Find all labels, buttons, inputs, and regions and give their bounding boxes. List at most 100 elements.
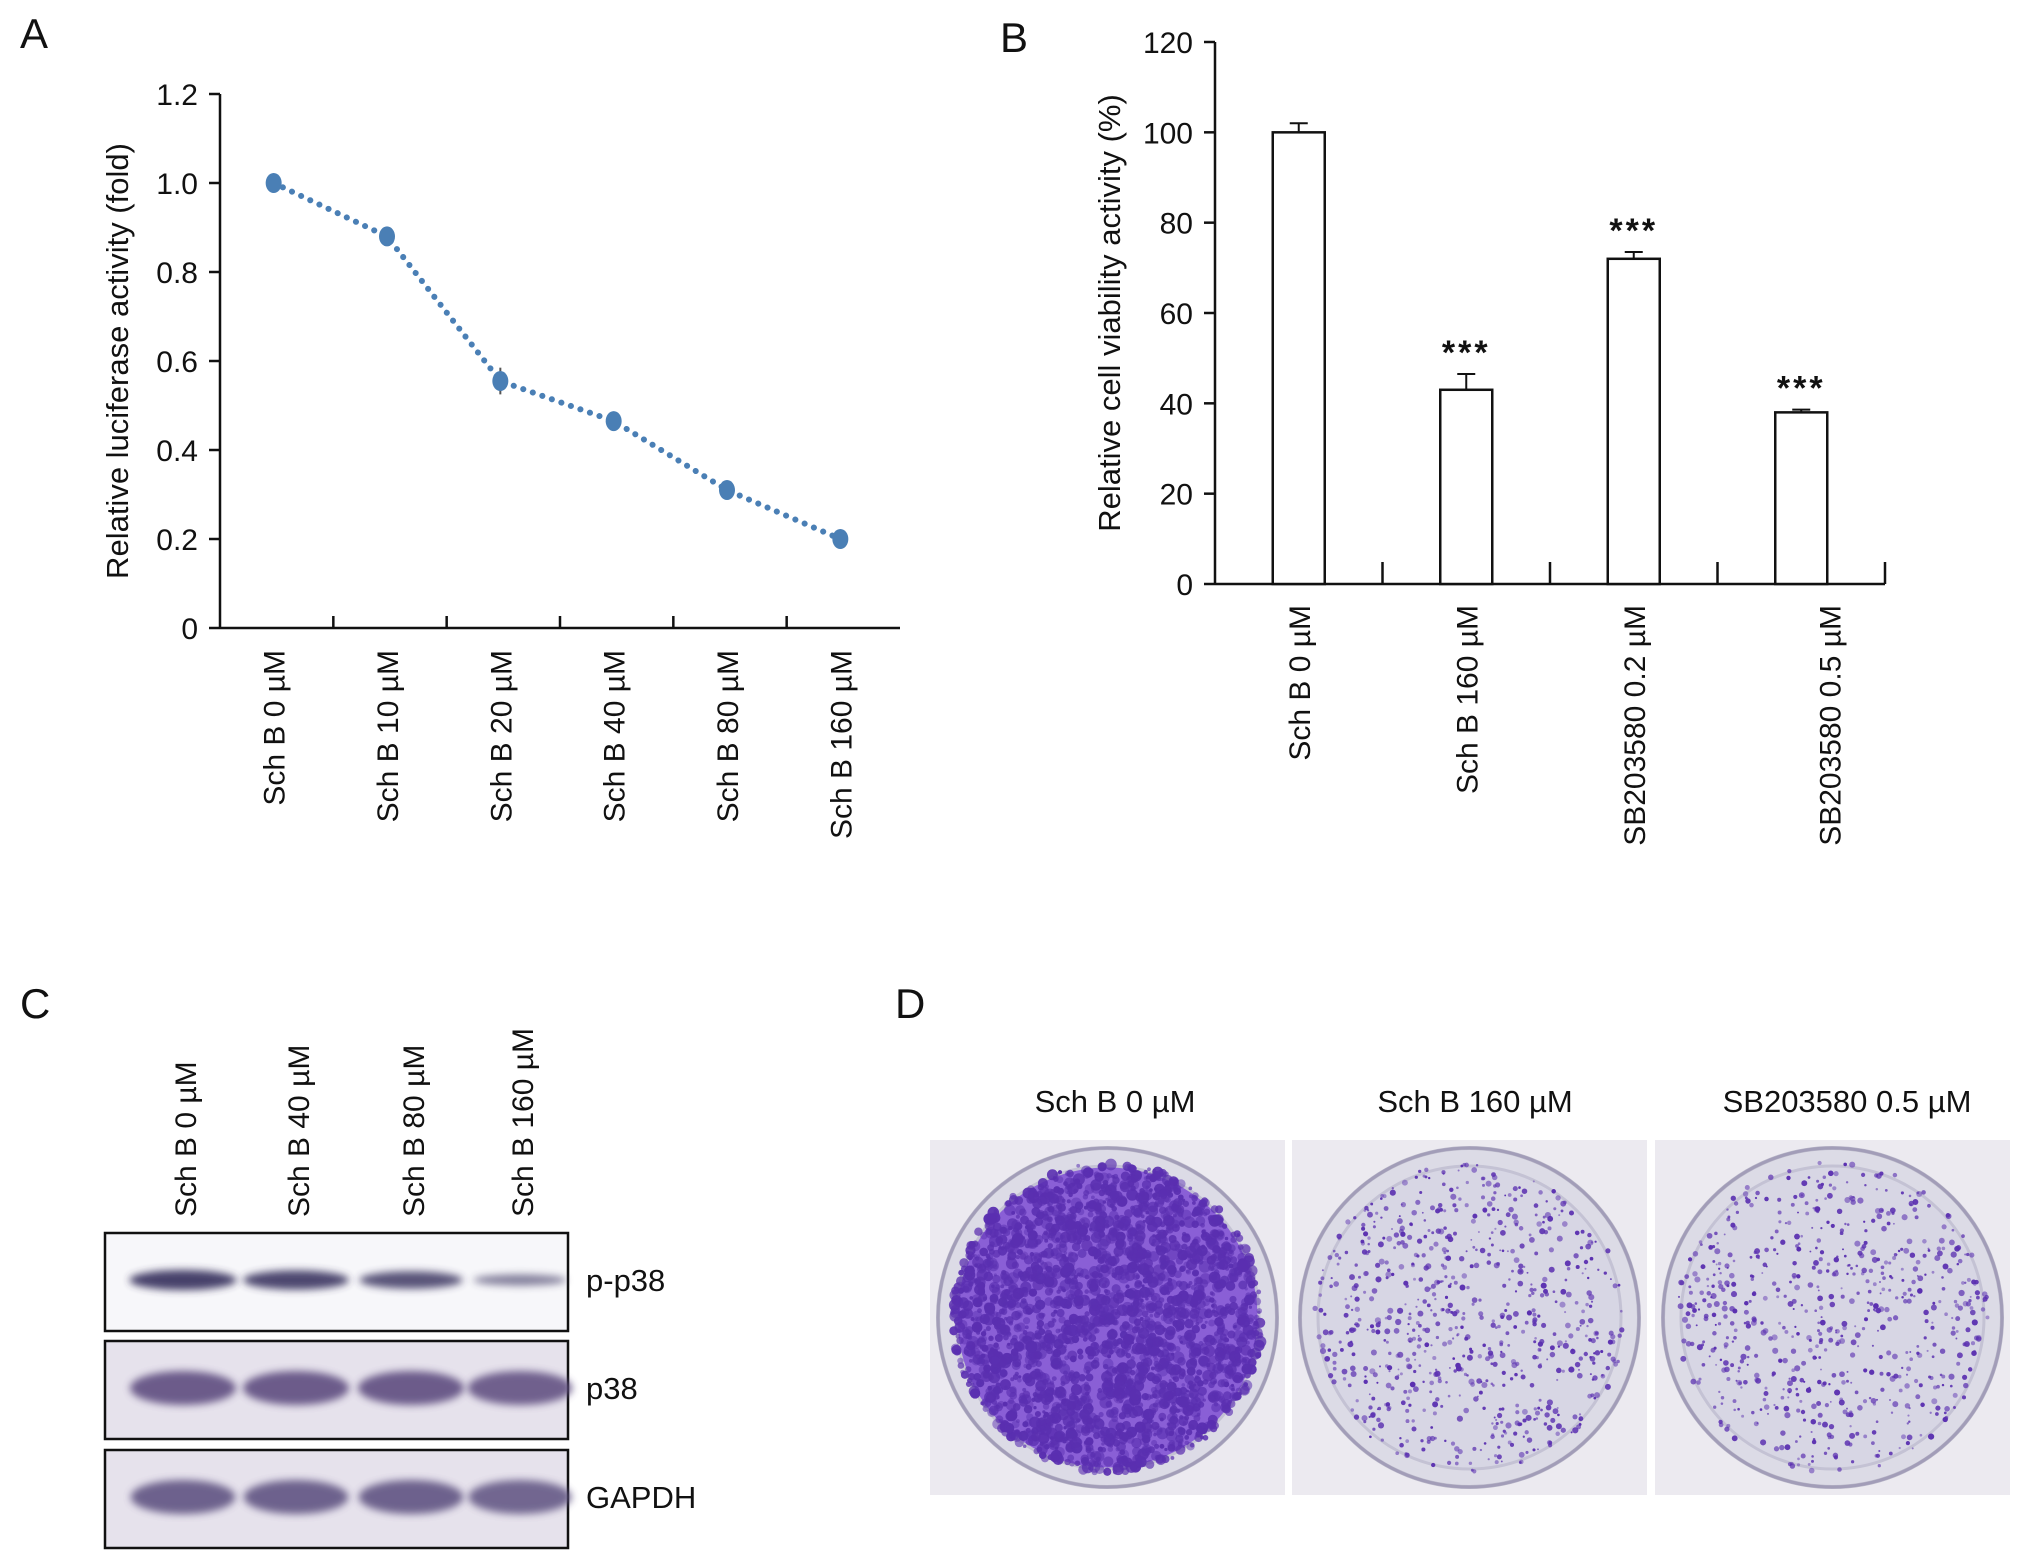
colony-dot bbox=[1393, 1328, 1400, 1334]
colony-dot bbox=[1579, 1318, 1586, 1325]
colony-dot bbox=[1908, 1420, 1911, 1423]
colony-dot bbox=[1495, 1182, 1501, 1188]
colony-dot bbox=[1935, 1405, 1941, 1411]
colony-dot bbox=[1034, 1296, 1042, 1303]
colony-dot bbox=[1513, 1325, 1518, 1329]
colony-dot bbox=[1367, 1242, 1370, 1246]
colony-dot bbox=[1470, 1218, 1476, 1224]
colony-dot bbox=[1378, 1365, 1382, 1368]
colony-dot bbox=[1168, 1367, 1177, 1376]
colony-dot bbox=[1750, 1277, 1755, 1282]
colony-dot bbox=[1125, 1284, 1130, 1289]
colony-dot bbox=[1507, 1343, 1511, 1347]
colony-dot bbox=[1528, 1293, 1532, 1298]
colony-dot bbox=[1101, 1380, 1114, 1393]
colony-dot bbox=[1382, 1236, 1386, 1240]
colony-dot bbox=[976, 1379, 985, 1388]
colony-dot bbox=[1849, 1432, 1856, 1439]
colony-dot bbox=[1881, 1225, 1887, 1232]
colony-dot bbox=[1121, 1321, 1130, 1330]
colony-dot bbox=[1444, 1295, 1449, 1299]
colony-dot bbox=[1222, 1345, 1231, 1355]
colony-dot bbox=[1700, 1243, 1703, 1246]
colony-dot bbox=[1807, 1462, 1811, 1466]
colony-dot bbox=[1923, 1336, 1927, 1340]
colony-dot bbox=[987, 1206, 1000, 1219]
colony-dot bbox=[1685, 1311, 1691, 1317]
chart-a-y-tick-label: 0.2 bbox=[156, 524, 198, 557]
colony-dot bbox=[1420, 1439, 1424, 1443]
colony-dot bbox=[1023, 1404, 1033, 1414]
colony-dot bbox=[1444, 1439, 1447, 1443]
colony-dot bbox=[1504, 1431, 1508, 1435]
colony-dot bbox=[1941, 1246, 1946, 1251]
colony-dot bbox=[1706, 1302, 1712, 1308]
colony-dot bbox=[1576, 1372, 1583, 1379]
colony-dot bbox=[1132, 1169, 1143, 1180]
colony-dot bbox=[984, 1305, 995, 1316]
chart-a-data-point bbox=[605, 411, 622, 432]
colony-dot bbox=[1730, 1363, 1735, 1368]
colony-dot bbox=[1015, 1255, 1020, 1260]
colony-dot bbox=[1742, 1191, 1749, 1197]
colony-dot bbox=[1441, 1247, 1447, 1253]
colony-dot bbox=[1373, 1220, 1376, 1223]
colony-assay-panel-d: Sch B 0 µM Sch B 160 µM SB203580 0.5 µM bbox=[930, 1084, 2010, 1495]
colony-dot bbox=[1200, 1222, 1205, 1228]
colony-dot bbox=[1735, 1210, 1740, 1215]
colony-dot bbox=[1499, 1249, 1502, 1252]
colony-dot bbox=[1001, 1269, 1007, 1275]
colony-dot bbox=[1620, 1309, 1623, 1313]
colony-dot bbox=[1368, 1405, 1373, 1410]
colony-dot bbox=[1149, 1175, 1156, 1182]
colony-dot bbox=[965, 1333, 972, 1340]
colony-dot bbox=[1178, 1281, 1189, 1291]
colony-dot bbox=[1514, 1290, 1518, 1293]
colony-dot bbox=[1031, 1207, 1041, 1216]
colony-dot bbox=[1376, 1381, 1379, 1384]
colony-dot bbox=[1155, 1454, 1165, 1464]
colony-dot bbox=[1450, 1441, 1456, 1446]
colony-dot bbox=[1706, 1277, 1710, 1281]
colony-plate bbox=[1292, 1140, 1647, 1495]
colony-dot bbox=[1848, 1412, 1854, 1418]
colony-dot bbox=[1372, 1372, 1378, 1378]
colony-dot bbox=[1831, 1372, 1837, 1378]
colony-dot bbox=[1944, 1406, 1950, 1412]
chart-b-x-ticks bbox=[1381, 562, 1887, 584]
colony-dot bbox=[1014, 1429, 1020, 1435]
colony-dot bbox=[1952, 1392, 1958, 1398]
colony-dot bbox=[1706, 1284, 1710, 1288]
colony-dot bbox=[1170, 1455, 1175, 1460]
colony-dot bbox=[1836, 1208, 1843, 1215]
colony-dot bbox=[1071, 1242, 1081, 1252]
colony-dot bbox=[1166, 1430, 1178, 1442]
colony-dot bbox=[1106, 1329, 1117, 1340]
blot-band bbox=[243, 1480, 349, 1514]
colony-dot bbox=[1904, 1383, 1910, 1389]
colony-dot bbox=[1849, 1352, 1856, 1358]
colony-dot bbox=[1448, 1326, 1453, 1332]
colony-dot bbox=[1517, 1422, 1522, 1427]
colony-dot bbox=[1900, 1267, 1904, 1271]
colony-dot bbox=[1072, 1447, 1077, 1453]
colony-dot bbox=[1492, 1425, 1498, 1431]
colony-dot bbox=[1905, 1441, 1910, 1446]
colony-dot bbox=[1954, 1303, 1960, 1308]
colony-dot bbox=[1799, 1377, 1805, 1383]
colony-dot bbox=[994, 1320, 999, 1324]
colony-dot bbox=[1771, 1334, 1778, 1341]
colony-dot bbox=[1541, 1322, 1547, 1328]
colony-dot bbox=[1393, 1246, 1397, 1250]
colony-dot bbox=[1575, 1264, 1580, 1270]
colony-dot bbox=[1727, 1252, 1733, 1258]
colony-dot bbox=[1208, 1355, 1217, 1365]
colony-dot bbox=[1746, 1355, 1750, 1359]
colony-dot bbox=[1422, 1327, 1426, 1332]
colony-dot bbox=[998, 1308, 1005, 1315]
colony-dot bbox=[1817, 1289, 1820, 1292]
colony-dot bbox=[1017, 1378, 1022, 1383]
colony-dot bbox=[1880, 1265, 1885, 1270]
colony-dot bbox=[1008, 1225, 1013, 1231]
colony-dot bbox=[1210, 1255, 1216, 1261]
